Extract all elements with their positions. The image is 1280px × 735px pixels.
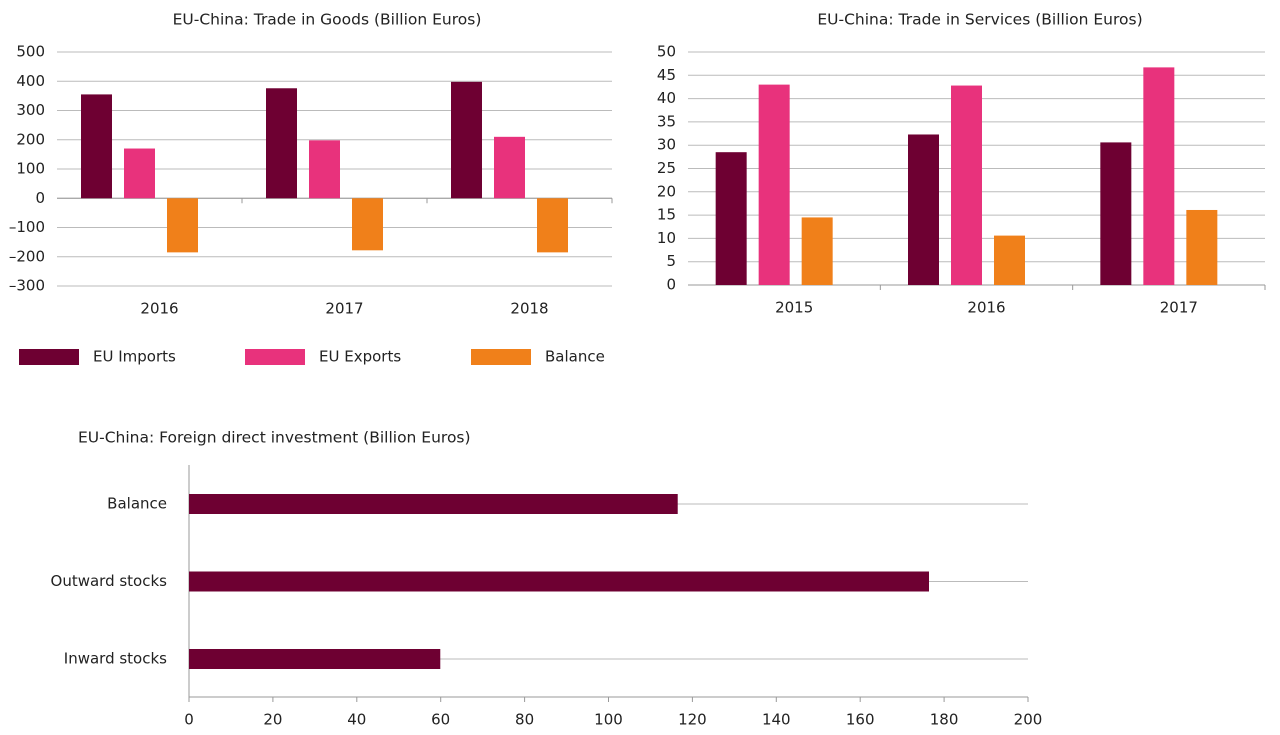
x-tick-label: 40 xyxy=(347,711,366,729)
bar xyxy=(908,134,939,285)
bar xyxy=(1143,67,1175,286)
y-tick-label: 25 xyxy=(657,159,676,177)
y-tick-label: 15 xyxy=(657,206,676,224)
bar xyxy=(309,140,340,199)
y-tick-label: –100 xyxy=(9,218,45,236)
bar xyxy=(715,152,747,285)
legend-swatch xyxy=(471,349,531,365)
y-tick-label: 5 xyxy=(666,252,676,270)
y-tick-label: –300 xyxy=(9,277,45,295)
y-tick-label: 0 xyxy=(666,276,676,294)
legend-label: EU Imports xyxy=(93,348,176,366)
bar xyxy=(189,649,441,669)
x-tick-label: 140 xyxy=(762,711,791,729)
bar xyxy=(124,148,155,199)
x-tick-label: 2017 xyxy=(1160,299,1198,317)
chart-title: EU-China: Foreign direct investment (Bil… xyxy=(78,429,471,447)
x-tick-label: 180 xyxy=(930,711,959,729)
x-tick-label: 120 xyxy=(678,711,707,729)
x-tick-label: 2016 xyxy=(140,300,178,318)
bar xyxy=(494,136,525,199)
x-tick-label: 2018 xyxy=(510,300,548,318)
chart-title: EU-China: Trade in Services (Billion Eur… xyxy=(817,11,1142,29)
bar xyxy=(1186,209,1218,285)
legend-label: EU Exports xyxy=(319,348,401,366)
y-tick-label: 0 xyxy=(35,189,45,207)
bar xyxy=(537,198,568,253)
y-tick-label: 500 xyxy=(16,43,45,61)
bar xyxy=(167,198,198,253)
x-tick-label: 2016 xyxy=(967,299,1005,317)
legend-swatch xyxy=(245,349,305,365)
y-tick-label: 300 xyxy=(16,101,45,119)
y-tick-label: 45 xyxy=(657,66,676,84)
x-tick-label: 2017 xyxy=(325,300,363,318)
bar xyxy=(451,81,482,199)
y-tick-label: 200 xyxy=(16,130,45,148)
x-tick-label: 100 xyxy=(594,711,623,729)
y-tick-label: 30 xyxy=(657,136,676,154)
bar xyxy=(189,494,678,514)
y-tick-label: Outward stocks xyxy=(51,572,168,590)
bar xyxy=(951,85,982,285)
y-tick-label: 35 xyxy=(657,112,676,130)
bar xyxy=(352,198,383,251)
bar xyxy=(801,217,833,285)
y-tick-label: 50 xyxy=(657,43,676,61)
y-tick-label: 20 xyxy=(657,182,676,200)
y-tick-label: –200 xyxy=(9,247,45,265)
x-tick-label: 2015 xyxy=(775,299,813,317)
x-tick-label: 20 xyxy=(263,711,282,729)
legend-swatch xyxy=(19,349,79,365)
x-tick-label: 200 xyxy=(1014,711,1043,729)
chart-title: EU-China: Trade in Goods (Billion Euros) xyxy=(173,11,482,29)
x-tick-label: 80 xyxy=(515,711,534,729)
x-tick-label: 160 xyxy=(846,711,875,729)
bar xyxy=(81,94,112,199)
y-tick-label: Inward stocks xyxy=(64,650,167,668)
legend-label: Balance xyxy=(545,348,605,366)
y-tick-label: 10 xyxy=(657,229,676,247)
y-tick-label: 400 xyxy=(16,72,45,90)
y-tick-label: 100 xyxy=(16,160,45,178)
x-tick-label: 60 xyxy=(431,711,450,729)
bar xyxy=(266,88,297,199)
y-tick-label: Balance xyxy=(107,495,167,513)
y-tick-label: 40 xyxy=(657,89,676,107)
bar xyxy=(189,571,929,592)
bar xyxy=(994,235,1025,285)
x-tick-label: 0 xyxy=(184,711,194,729)
bar xyxy=(1100,142,1132,285)
bar xyxy=(758,84,790,286)
